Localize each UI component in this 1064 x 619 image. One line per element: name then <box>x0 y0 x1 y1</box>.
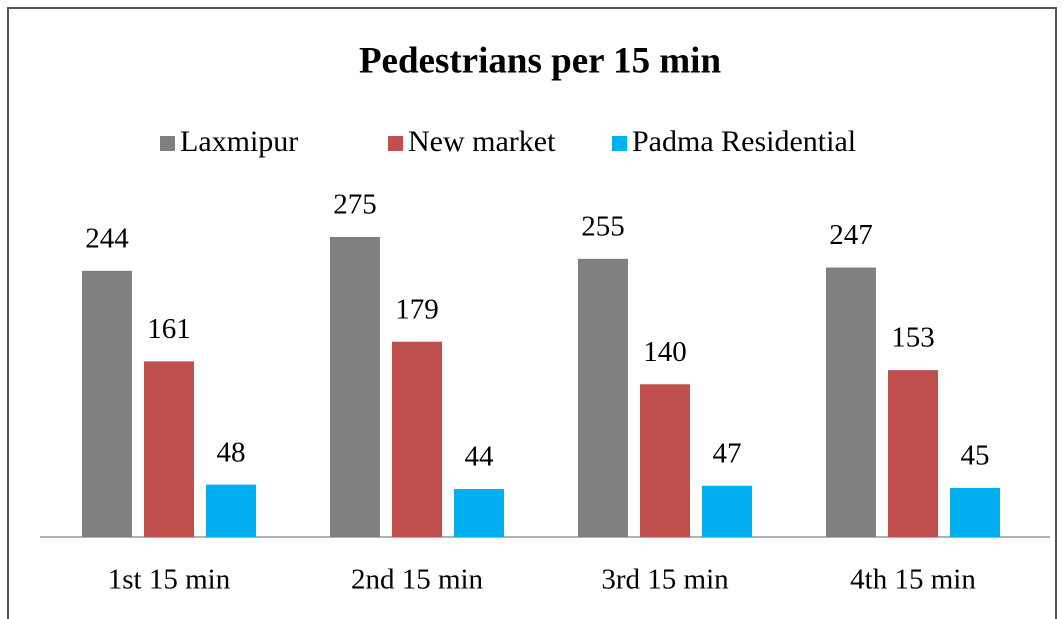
bar <box>82 270 132 537</box>
value-label: 153 <box>891 322 935 354</box>
value-label: 247 <box>829 219 873 251</box>
value-label: 47 <box>713 437 742 469</box>
value-label: 161 <box>147 313 191 345</box>
legend-label: Laxmipur <box>180 125 298 158</box>
legend-label: New market <box>408 125 556 158</box>
x-tick-label: 1st 15 min <box>108 564 231 596</box>
bar <box>950 487 1000 537</box>
x-tick-label: 3rd 15 min <box>601 564 729 596</box>
bar <box>826 267 876 537</box>
bar <box>454 489 504 537</box>
legend-swatch <box>388 136 403 151</box>
bar <box>392 341 442 537</box>
legend-swatch <box>160 136 175 151</box>
bar <box>578 258 628 537</box>
bar <box>888 370 938 537</box>
legend-label: Padma Residential <box>632 125 856 158</box>
value-label: 244 <box>85 222 129 254</box>
x-tick-label: 4th 15 min <box>850 564 976 596</box>
bar <box>330 237 380 537</box>
value-label: 45 <box>961 440 990 472</box>
value-label: 179 <box>395 293 439 325</box>
x-tick-label: 2nd 15 min <box>351 564 484 596</box>
value-label: 255 <box>581 210 625 242</box>
value-label: 275 <box>333 189 377 221</box>
value-label: 48 <box>217 436 246 468</box>
bar <box>640 384 690 537</box>
chart-title: Pedestrians per 15 min <box>359 40 722 81</box>
value-label: 140 <box>643 336 687 368</box>
bar <box>702 485 752 537</box>
value-label: 44 <box>465 441 495 473</box>
bar <box>206 484 256 537</box>
bar <box>144 361 194 537</box>
legend-swatch <box>612 136 627 151</box>
